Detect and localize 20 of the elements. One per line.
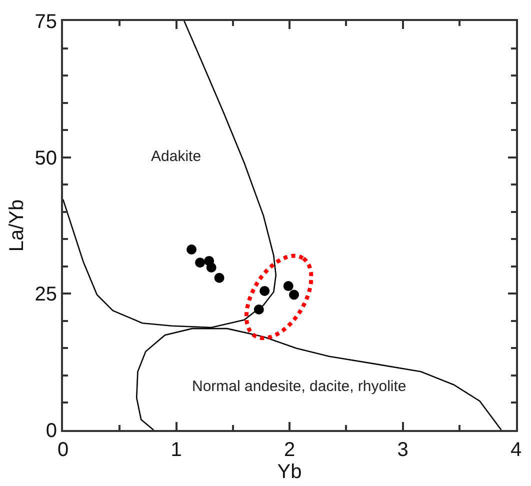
point <box>206 262 216 272</box>
point <box>214 272 224 283</box>
y-tick-label: 25 <box>34 284 57 306</box>
annotation: Adakite <box>151 148 202 165</box>
point <box>195 258 206 268</box>
point <box>283 281 294 292</box>
x-tick-label: 2 <box>284 439 296 461</box>
y-tick-label: 50 <box>34 147 57 170</box>
x-tick-label: 1 <box>170 439 182 461</box>
x-tick-label: 4 <box>510 439 522 461</box>
y-tick-label: 0 <box>46 420 57 442</box>
point <box>289 290 300 300</box>
point <box>260 286 270 296</box>
y-axis-title: La/Yb <box>6 199 28 252</box>
point <box>186 244 197 254</box>
annotation: Normal andesite, dacite, rhyolite <box>192 378 406 395</box>
point <box>254 304 264 314</box>
y-tick-label: 75 <box>34 11 57 33</box>
x-axis-title: Yb <box>277 461 302 483</box>
x-tick-label: 3 <box>397 439 408 461</box>
